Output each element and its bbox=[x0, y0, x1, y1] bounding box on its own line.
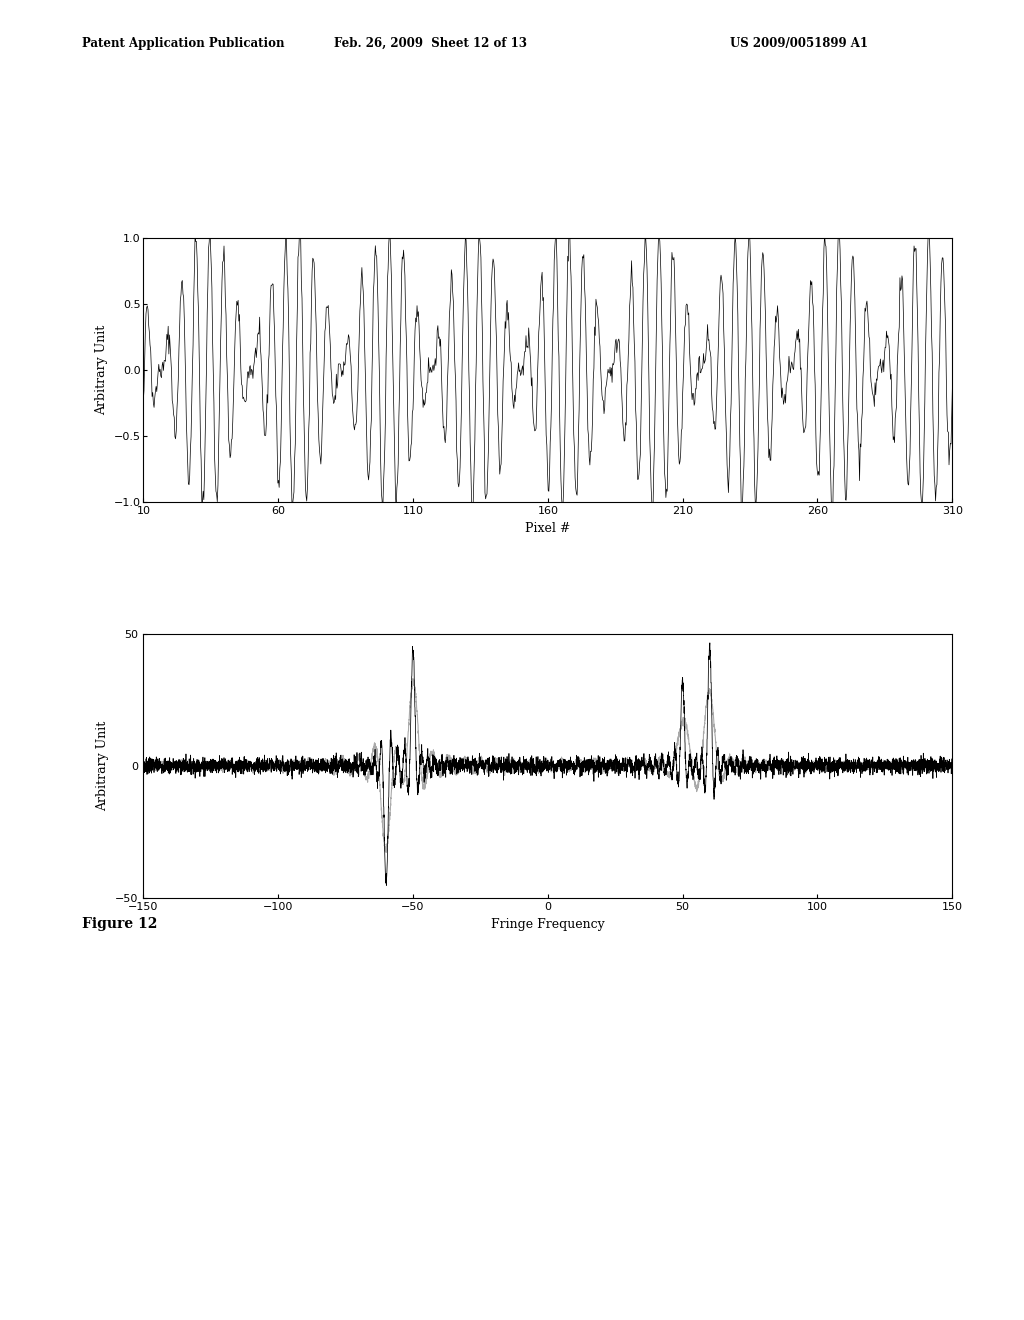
Text: US 2009/0051899 A1: US 2009/0051899 A1 bbox=[730, 37, 867, 50]
Y-axis label: Arbitrary Unit: Arbitrary Unit bbox=[95, 325, 108, 414]
Y-axis label: Arbitrary Unit: Arbitrary Unit bbox=[96, 721, 110, 810]
Text: Feb. 26, 2009  Sheet 12 of 13: Feb. 26, 2009 Sheet 12 of 13 bbox=[334, 37, 526, 50]
Text: Patent Application Publication: Patent Application Publication bbox=[82, 37, 285, 50]
Text: Figure 12: Figure 12 bbox=[82, 917, 158, 932]
X-axis label: Pixel #: Pixel # bbox=[525, 521, 570, 535]
X-axis label: Fringe Frequency: Fringe Frequency bbox=[490, 917, 605, 931]
